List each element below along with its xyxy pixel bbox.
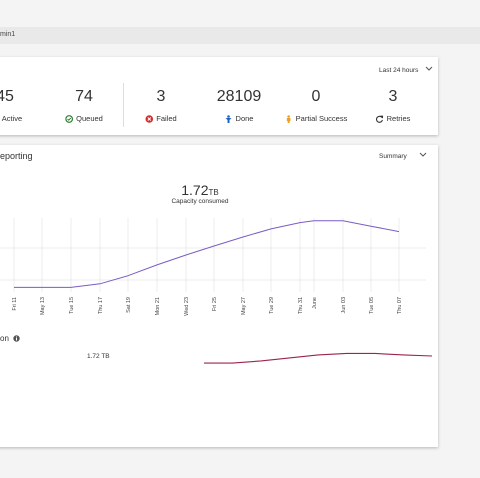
stat-label: Done [225,114,254,123]
stat-label: Active [2,114,22,123]
stat-icon [225,114,232,123]
stat-label-text: Queued [76,114,103,123]
section-title: on [0,334,20,343]
stat-label-text: Partial Success [295,114,348,123]
stat-label: Failed [145,114,177,123]
stat-label-text: Done [235,114,254,123]
x-tick-label: Thu 31 [298,297,304,314]
usage-line [14,220,400,288]
x-tick-label: Sat 19 [126,297,132,313]
x-tick-label: May 13 [40,297,46,315]
x-tick-label: Fri 25 [212,297,218,311]
x-tick-label: Thu 07 [397,297,403,314]
stat-icon [65,114,74,123]
x-tick-label: Mon 21 [155,297,161,315]
breadcrumb: min1 [0,31,16,38]
x-tick-label: Wed 23 [184,297,190,316]
range-dropdown[interactable]: Last 24 hours [379,66,433,74]
stat-label-text: Retries [386,114,411,123]
info-icon[interactable] [13,335,20,342]
stat-icon [286,114,291,123]
breadcrumb-bar: min1 [0,27,480,44]
stat-value: 3 [156,88,166,105]
x-tick-label: Fri 11 [12,297,18,311]
card-title: eporting [0,151,33,161]
allocation-value: 1.72 TB [87,353,110,360]
x-tick-label: May 27 [241,297,247,315]
stat-icon [376,115,384,123]
stat-value: 0 [311,88,321,105]
stat-label-text: Active [1,114,23,123]
stats-card [0,57,438,135]
capacity-number: 1.72 [181,182,209,198]
divider [123,83,124,127]
view-label[interactable]: Summary [379,153,407,160]
x-tick-label: June [312,297,318,309]
stat-value: 3 [388,88,398,105]
stat-label: Partial Success [285,114,348,123]
stat-value: 45 [0,88,14,105]
x-tick-label: Thu 17 [98,297,104,314]
stat-value: 28109 [216,88,262,105]
stat-icon [145,114,154,123]
capacity-caption: Capacity consumed [171,198,229,205]
capacity-unit: TB [208,188,219,197]
range-label[interactable]: Last 24 hours [379,67,419,74]
x-tick-label: Tue 15 [69,297,75,314]
x-tick-label: Tue 29 [269,297,275,314]
stat-label-text: Failed [156,114,177,123]
allocation-sparkline [204,352,433,364]
view-dropdown[interactable]: Summary [379,152,427,160]
capacity-value: 1.72TB [181,182,218,200]
stat-value: 74 [75,88,93,105]
stat-label: Retries [376,114,411,123]
chevron [419,152,427,157]
x-tick-label: Tue 05 [369,297,375,314]
reporting-card [0,145,438,447]
chevron [426,66,433,71]
x-tick-label: Jun 03 [341,297,347,314]
section-label: on [0,334,9,343]
stat-label: Queued [65,114,103,123]
